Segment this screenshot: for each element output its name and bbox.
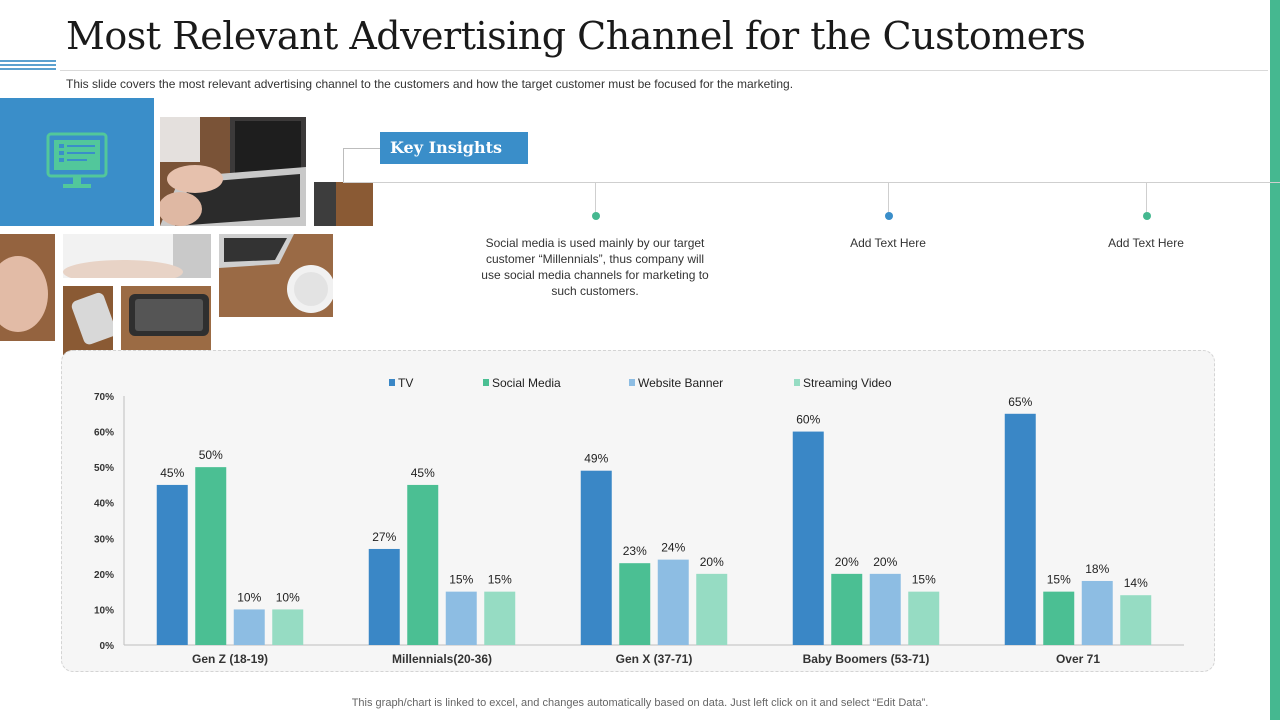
data-label: 14% <box>1124 576 1148 590</box>
data-label: 50% <box>199 448 223 462</box>
bar-chart: 0% 10% 20% 30% 40% 50% 60% 70% 45% 50% 10% 10% Gen Z… <box>94 376 1184 666</box>
bar <box>484 591 516 645</box>
bar <box>869 573 901 645</box>
insight-2-stem <box>888 182 889 214</box>
legend-label: TV <box>398 376 413 390</box>
bar <box>1004 413 1036 645</box>
legend-swatch <box>389 379 395 386</box>
insight-3-dot <box>1143 212 1151 220</box>
legend-label: Website Banner <box>638 376 723 390</box>
insight-1-stem <box>595 182 596 214</box>
data-label: 10% <box>276 590 300 604</box>
y-tick-label: 30% <box>94 534 114 545</box>
y-tick-label: 50% <box>94 463 114 474</box>
bar <box>407 484 439 645</box>
y-tick-label: 70% <box>94 392 114 403</box>
data-label: 15% <box>488 573 512 587</box>
legend-label: Social Media <box>492 376 561 390</box>
photo-arm <box>0 234 55 341</box>
chart-panel[interactable]: 0% 10% 20% 30% 40% 50% 60% 70% 45% 50% 10% 10% Gen Z… <box>61 350 1215 672</box>
insight-3-stem <box>1146 182 1147 214</box>
title-divider <box>60 70 1268 71</box>
data-label: 20% <box>835 555 859 569</box>
insights-timeline <box>343 182 1280 183</box>
data-label: 18% <box>1085 562 1109 576</box>
legend-swatch <box>483 379 489 386</box>
key-insights-heading: Key Insights <box>380 132 528 164</box>
y-tick-label: 60% <box>94 428 114 439</box>
data-label: 49% <box>584 452 608 466</box>
bar <box>1081 580 1113 645</box>
bar <box>657 559 689 645</box>
legend-label: Streaming Video <box>803 376 892 390</box>
photo-sleeve <box>63 234 211 278</box>
data-label: 15% <box>449 573 473 587</box>
insight-1-dot <box>592 212 600 220</box>
photo-smartphone <box>121 286 211 350</box>
chart-footnote: This graph/chart is linked to excel, and… <box>351 697 929 709</box>
y-tick-label: 40% <box>94 499 114 510</box>
monitor-checklist-icon <box>46 132 108 188</box>
bar <box>156 484 188 645</box>
data-label: 10% <box>237 590 261 604</box>
bar <box>233 609 265 645</box>
bar <box>619 563 651 645</box>
bar <box>831 573 863 645</box>
data-label: 15% <box>1047 573 1071 587</box>
bar <box>1043 591 1075 645</box>
bar <box>792 431 824 645</box>
y-tick-label: 20% <box>94 570 114 581</box>
insights-connector-vertical <box>343 148 344 182</box>
insight-1-text: Social media is used mainly by our targe… <box>481 236 709 298</box>
data-label: 20% <box>873 555 897 569</box>
photo-laptop-typing <box>160 117 306 226</box>
x-tick-label: Gen Z (18-19) <box>192 652 268 666</box>
legend-swatch <box>629 379 635 386</box>
photo-keyboard-mug <box>219 234 333 317</box>
insight-2-text: Add Text Here <box>850 236 926 250</box>
insight-2-dot <box>885 212 893 220</box>
bar <box>580 470 612 645</box>
insights-connector-horizontal <box>343 148 380 149</box>
x-tick-label: Gen X (37-71) <box>616 652 693 666</box>
data-label: 65% <box>1008 395 1032 409</box>
legend-swatch <box>794 379 800 386</box>
data-label: 23% <box>623 544 647 558</box>
data-label: 20% <box>700 555 724 569</box>
page-subtitle: This slide covers the most relevant adve… <box>66 77 794 91</box>
bar <box>368 548 400 645</box>
bar <box>1120 595 1152 645</box>
data-label: 45% <box>160 466 184 480</box>
data-label: 24% <box>661 541 685 555</box>
bar <box>195 467 227 645</box>
x-tick-label: Millennials(20-36) <box>392 652 492 666</box>
bar <box>696 573 728 645</box>
bar <box>272 609 304 645</box>
data-label: 15% <box>912 573 936 587</box>
x-tick-label: Baby Boomers (53-71) <box>803 652 930 666</box>
y-tick-label: 10% <box>94 605 114 616</box>
title-decoration-lines <box>0 60 56 72</box>
insight-3-text: Add Text Here <box>1108 236 1184 250</box>
photo-desk-corner <box>314 182 373 226</box>
data-label: 45% <box>411 466 435 480</box>
data-label: 27% <box>372 530 396 544</box>
bar <box>908 591 940 645</box>
y-tick-label: 0% <box>100 641 115 652</box>
right-accent-stripe <box>1270 0 1280 720</box>
page-title: Most Relevant Advertising Channel for th… <box>66 14 1086 58</box>
icon-panel <box>0 98 154 226</box>
bar <box>445 591 477 645</box>
data-label: 60% <box>796 413 820 427</box>
x-tick-label: Over 71 <box>1056 652 1100 666</box>
